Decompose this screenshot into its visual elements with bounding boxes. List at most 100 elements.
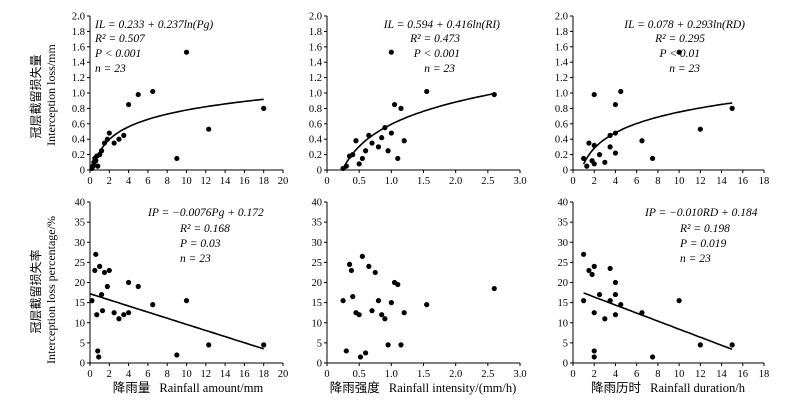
- x-label-duration-cn: 降雨历时: [591, 381, 642, 395]
- x-tick-label: 0: [570, 369, 575, 380]
- x-tick-label: 2.0: [449, 176, 462, 187]
- data-point: [183, 298, 190, 304]
- y-tick-label: 40: [312, 198, 323, 209]
- data-point: [183, 49, 190, 55]
- x-tick-label: 0: [87, 176, 92, 187]
- annotation-1: R² = 0.507: [94, 33, 146, 45]
- y-label-bottom-cn: 冠层截留损失率: [28, 249, 43, 333]
- panel-0-1: 0 0.5 1.0 1.5 2.0 2.5 3.0 0 0.2 0.4 0.6 0.8 1.0 1.2 1.…: [309, 12, 527, 188]
- y-tick-label: 35: [312, 218, 323, 229]
- data-point: [121, 132, 127, 138]
- y-tick-label: 15: [75, 298, 86, 309]
- data-point: [97, 263, 103, 269]
- data-point: [584, 163, 590, 169]
- x-tick-label: 16: [738, 369, 749, 380]
- data-point: [343, 163, 349, 169]
- y-tick-label: 0.8: [72, 104, 85, 115]
- y-tick-label: 0.4: [72, 135, 86, 146]
- data-point: [106, 130, 112, 136]
- data-point: [366, 263, 372, 269]
- data-point: [424, 302, 430, 308]
- data-point: [401, 310, 407, 316]
- fit-line: [92, 98, 264, 171]
- annotation-3: n = 23: [95, 63, 126, 75]
- data-point: [126, 101, 132, 108]
- data-point: [607, 298, 613, 304]
- y-tick-label: 5: [80, 338, 85, 349]
- data-point: [591, 263, 597, 269]
- data-point: [98, 148, 105, 154]
- x-tick-label: 0.5: [353, 369, 366, 380]
- data-point: [391, 101, 398, 108]
- data-point: [388, 300, 394, 306]
- data-point: [104, 136, 110, 142]
- y-tick-label: 1.8: [72, 27, 85, 38]
- x-tick-label: 2: [107, 369, 112, 380]
- y-tick-label: 15: [558, 298, 569, 309]
- data-point: [350, 293, 356, 300]
- x-label-amount: 降雨量 Rainfall amount/mm: [113, 381, 264, 395]
- panel-1-2: 0 2 4 6 8 10 12 14 16 18 0 5 10 15 20 25 30 35 40 IP = −0.0…: [558, 198, 770, 381]
- y-label-top: 冠层截留损失量 Interception loss/mm: [28, 44, 58, 146]
- data-point: [111, 140, 117, 146]
- data-point: [385, 342, 391, 348]
- data-point: [375, 144, 382, 150]
- x-tick-label: 0: [570, 176, 575, 187]
- data-point: [92, 267, 98, 274]
- data-point: [382, 125, 388, 131]
- annotation-3: n = 23: [680, 253, 711, 265]
- x-tick-label: 12: [201, 369, 212, 380]
- y-tick-label: 10: [312, 318, 323, 329]
- data-point: [612, 150, 619, 156]
- x-tick-label: 2.5: [481, 369, 494, 380]
- data-point: [150, 302, 156, 308]
- y-tick-label: 2.0: [72, 12, 85, 23]
- data-point: [348, 267, 355, 274]
- data-point: [366, 132, 372, 138]
- x-label-amount-cn: 降雨量: [113, 381, 151, 395]
- y-tick-label: 0.6: [555, 119, 568, 130]
- y-tick-label: 0.6: [72, 119, 85, 130]
- data-point: [121, 312, 127, 318]
- y-tick-label: 1.2: [309, 73, 322, 84]
- x-tick-label: 18: [258, 176, 269, 187]
- y-tick-label: 25: [75, 258, 86, 269]
- y-tick-label: 35: [75, 218, 86, 229]
- data-point: [581, 251, 587, 257]
- panel-0-2: 0 2 4 6 8 10 12 14 16 18 0 0.2 0.4 0.6 0.8 1.0 1.2 1.4 1.6…: [555, 12, 769, 188]
- annotation-2: P = 0.03: [179, 238, 221, 250]
- axes: [87, 201, 284, 366]
- data-point: [359, 253, 365, 259]
- data-point: [93, 251, 99, 257]
- x-tick-label: 2.5: [481, 176, 494, 187]
- axes: [324, 15, 521, 173]
- y-tick-label: 1.6: [72, 42, 85, 53]
- data-point: [357, 354, 364, 360]
- data-point: [369, 308, 375, 314]
- data-point: [612, 101, 619, 108]
- annotation-2: P < 0.01: [659, 48, 700, 60]
- y-tick-label: 30: [558, 238, 569, 249]
- data-point: [586, 267, 592, 274]
- data-point: [382, 316, 388, 322]
- data-point: [126, 279, 132, 286]
- data-point: [602, 159, 608, 165]
- data-point: [363, 350, 369, 356]
- data-point: [101, 269, 108, 276]
- data-point: [261, 105, 267, 111]
- x-tick-label: 8: [165, 176, 170, 187]
- data-point: [395, 155, 401, 162]
- data-point: [607, 265, 613, 272]
- data-point: [116, 316, 122, 322]
- y-tick-label: 5: [317, 338, 322, 349]
- data-point: [379, 135, 385, 141]
- y-tick-label: 1.4: [72, 58, 86, 69]
- data-point: [581, 155, 587, 162]
- data-point: [581, 298, 587, 304]
- data-point: [596, 152, 603, 158]
- x-tick-label: 2: [107, 176, 112, 187]
- data-point: [206, 342, 212, 348]
- data-point: [104, 283, 110, 290]
- y-tick-label: 5: [563, 338, 568, 349]
